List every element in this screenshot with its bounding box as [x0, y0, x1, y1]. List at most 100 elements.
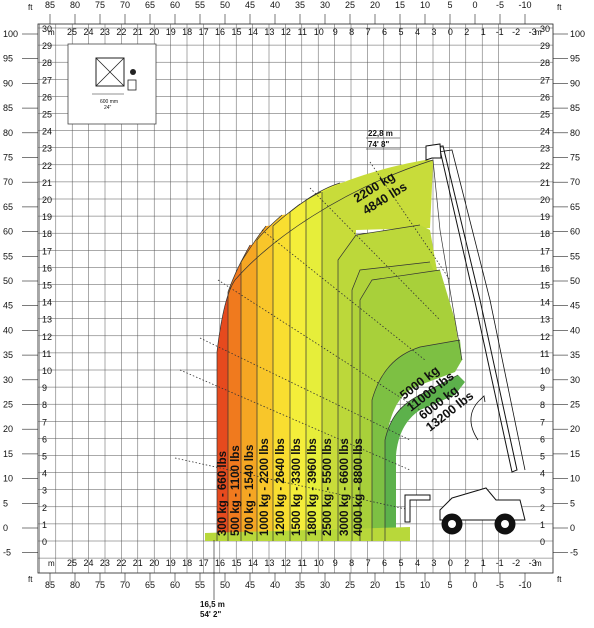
m-tick-label: 14 [248, 558, 258, 568]
ft-tick-label: 30 [3, 375, 13, 385]
m-tick-label: 11 [298, 27, 307, 37]
unit-label: ft [28, 3, 33, 12]
m-tick-label: 3 [431, 27, 436, 37]
ft-tick-label: 20 [370, 0, 380, 10]
m-tick-label: 7 [42, 417, 47, 427]
cab [439, 487, 526, 521]
m-tick-label: 13 [264, 558, 274, 568]
m-tick-label: 9 [540, 383, 545, 393]
m-tick-label: 24 [42, 127, 52, 137]
ft-tick-label: 15 [395, 580, 405, 590]
zone-6000kg [385, 375, 465, 541]
unit-label: ft [28, 575, 33, 584]
m-tick-label: 25 [540, 110, 550, 120]
m-tick-label: 4 [415, 558, 420, 568]
ft-tick-label: 50 [220, 580, 230, 590]
m-tick-label: 5 [398, 27, 403, 37]
m-tick-label: 17 [199, 27, 209, 37]
m-tick-label: 8 [540, 400, 545, 410]
m-tick-label: 26 [540, 92, 550, 102]
m-tick-label: 12 [281, 27, 291, 37]
m-tick-label: 13 [42, 315, 52, 325]
boundary-8 [337, 224, 421, 541]
m-tick-label: 21 [133, 27, 143, 37]
m-tick-label: 3 [42, 486, 47, 496]
boundary-3 [256, 214, 283, 541]
m-tick-label: 6 [540, 434, 545, 444]
m-tick-label: 0 [448, 558, 453, 568]
m-tick-label: 21 [540, 178, 550, 188]
m-tick-label: 21 [133, 558, 143, 568]
m-tick-label: 9 [333, 558, 338, 568]
m-tick-label: 7 [366, 27, 371, 37]
m-tick-label: 6 [382, 558, 387, 568]
m-tick-label: 9 [333, 27, 338, 37]
m-tick-label: 10 [314, 27, 324, 37]
boundary-1 [227, 244, 251, 541]
m-tick-label: 24 [83, 27, 93, 37]
ft-tick-label: 30 [320, 0, 330, 10]
ft-tick-label: 45 [245, 0, 255, 10]
m-tick-label: 19 [42, 212, 52, 222]
boundary-5000 [371, 339, 461, 541]
ft-tick-label: 60 [3, 227, 13, 237]
ft-tick-label: 5 [447, 580, 452, 590]
m-tick-label: 20 [42, 195, 52, 205]
load-band-label: 4000 kg - 8800 lbs [353, 438, 365, 536]
m-tick-label: 6 [42, 434, 47, 444]
m-tick-label: 23 [540, 144, 550, 154]
m-tick-label: 1 [481, 558, 486, 568]
ft-tick-label: 50 [220, 0, 230, 10]
ft-tick-label: 80 [70, 0, 80, 10]
ft-tick-label: 30 [320, 580, 330, 590]
m-tick-label: 16 [215, 27, 225, 37]
m-tick-label: 17 [540, 246, 550, 256]
ft-tick-label: 5 [3, 498, 8, 508]
ft-tick-label: 95 [3, 54, 13, 64]
m-tick-label: 20 [540, 195, 550, 205]
m-tick-label: 20 [149, 27, 159, 37]
m-tick-label: -1 [496, 27, 504, 37]
m-tick-label: 19 [166, 27, 176, 37]
m-tick-label: 18 [182, 27, 192, 37]
load-band-label: 3000 kg - 6600 lbs [339, 438, 351, 536]
m-tick-label: 0 [448, 27, 453, 37]
m-tick-label: 0 [540, 537, 545, 547]
m-tick-label: 12 [42, 332, 52, 342]
m-tick-label: 23 [100, 558, 110, 568]
ft-tick-label: 45 [570, 301, 580, 311]
ft-tick-label: 100 [570, 29, 585, 39]
axes: 8585808075757070656560605555505045454040… [3, 0, 585, 590]
ft-tick-label: 90 [3, 78, 13, 88]
m-tick-label: 7 [540, 417, 545, 427]
m-tick-label: 16 [540, 263, 550, 273]
angle-line-6 [369, 161, 451, 281]
load-band-label: 1800 kg - 3960 lbs [307, 438, 319, 536]
ft-tick-label: 75 [3, 153, 13, 163]
m-tick-label: 1 [540, 520, 545, 530]
ft-tick-label: 85 [570, 103, 580, 113]
m-tick-label: 12 [281, 558, 291, 568]
angle-line-3 [217, 279, 421, 411]
m-tick-label: 23 [100, 27, 110, 37]
ft-tick-label: -5 [570, 548, 578, 558]
inset-dim-mm: 600 mm [100, 99, 118, 105]
load-band-label: 1000 kg - 2200 lbs [259, 438, 271, 536]
m-tick-label: 22 [116, 558, 126, 568]
m-tick-label: 1 [481, 27, 486, 37]
ft-tick-label: -5 [496, 580, 504, 590]
ft-tick-label: 60 [170, 0, 180, 10]
m-tick-label: 14 [248, 27, 258, 37]
m-tick-label: 15 [231, 27, 241, 37]
m-tick-label: 29 [540, 41, 550, 51]
unit-label: m [535, 28, 542, 37]
ft-tick-label: 85 [45, 0, 55, 10]
m-tick-label: 5 [42, 452, 47, 462]
ft-tick-label: 75 [95, 0, 105, 10]
boom-angle-lines [174, 161, 451, 511]
m-tick-label: 15 [42, 281, 52, 291]
m-tick-label: 2 [42, 503, 47, 513]
boundary-5 [289, 191, 322, 541]
